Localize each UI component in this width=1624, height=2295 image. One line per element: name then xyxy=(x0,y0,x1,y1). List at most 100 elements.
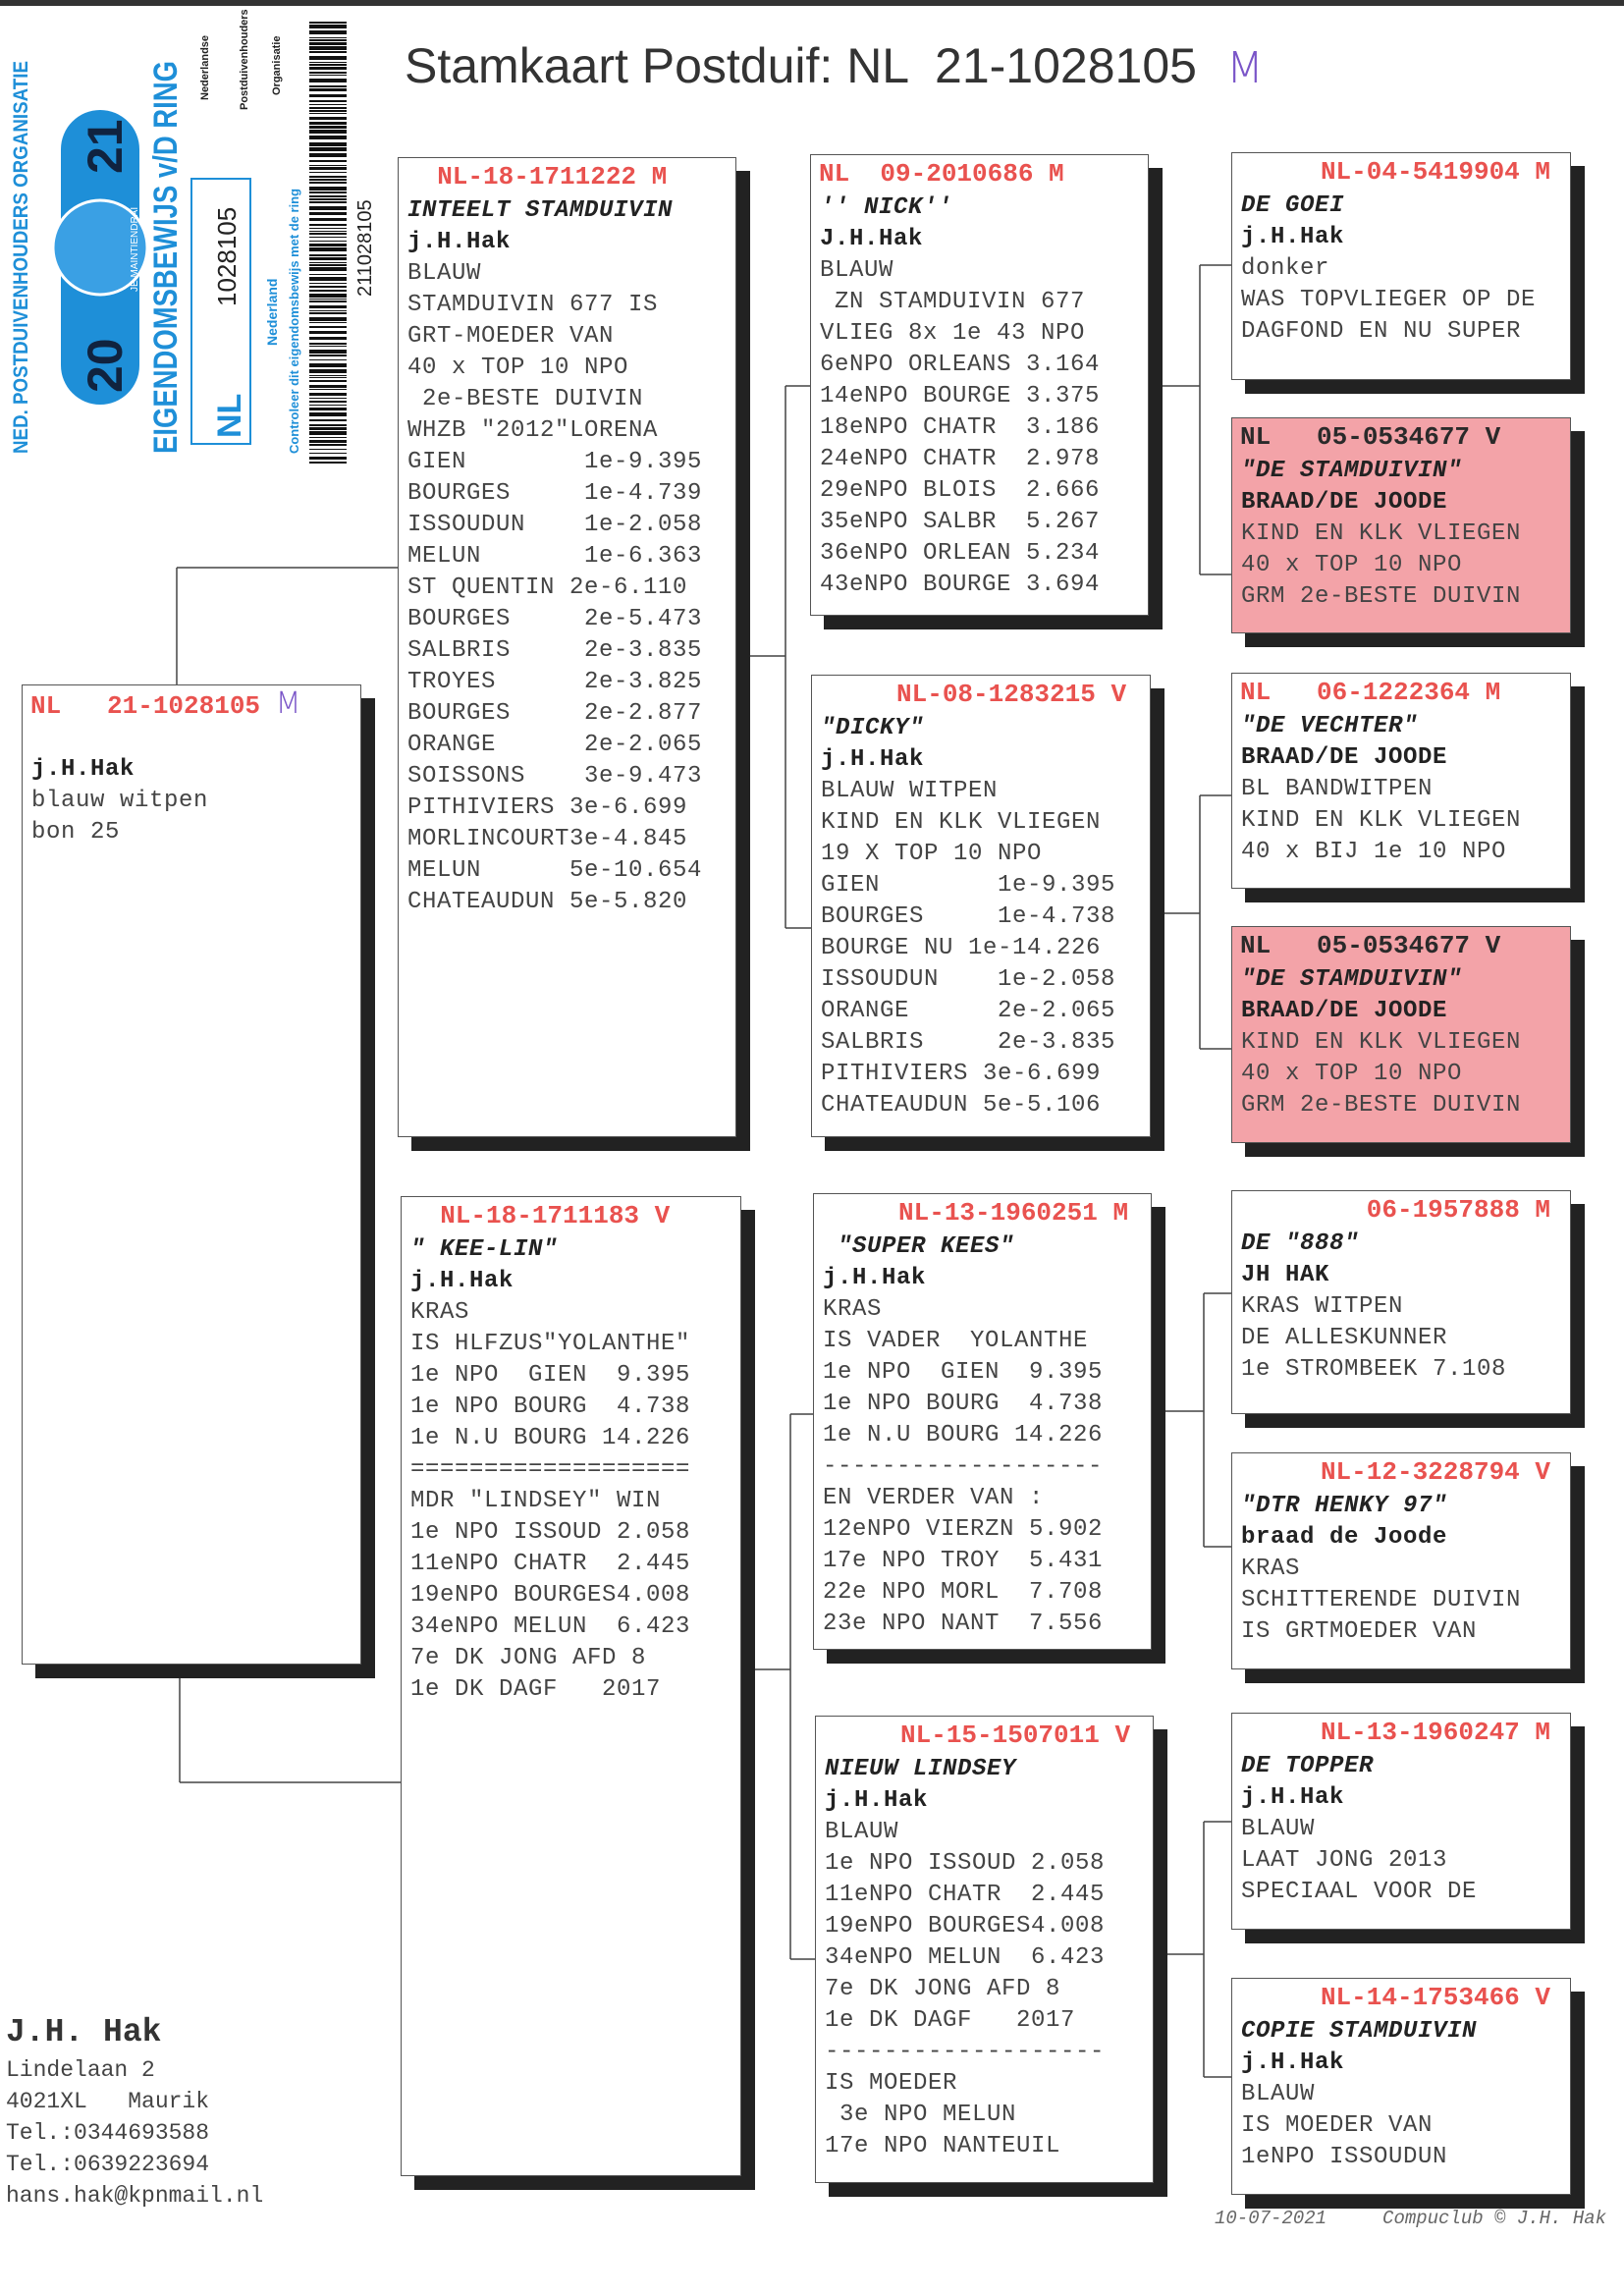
info-line: 40 x TOP 10 NPO xyxy=(407,355,629,381)
info-line: 22e NPO MORL 7.708 xyxy=(823,1579,1104,1606)
ring-number-header: NL-04-5419904 M xyxy=(1232,153,1570,191)
info-line: GRM 2e-BESTE DUIVIN xyxy=(1241,1092,1522,1119)
barcode-bar xyxy=(309,75,347,76)
npo-o: Organisatie xyxy=(271,35,283,95)
barcode-bar xyxy=(309,437,347,438)
pigeon-card-gp1: NL 09-2010686 M '' NICK'' J.H.Hak BLAUW ZN … xyxy=(810,154,1149,616)
info-line: KIND EN KLK VLIEGEN xyxy=(821,809,1102,836)
barcode-bar xyxy=(309,224,347,226)
barcode-bar xyxy=(309,424,347,426)
barcode-bar xyxy=(309,375,347,376)
info-line: 19eNPO BOURGES4.008 xyxy=(825,1913,1106,1940)
ring-number-header: 06-1957888 M xyxy=(1232,1191,1570,1229)
info-line: BLAUW xyxy=(407,260,482,287)
info-line: ORANGE 2e-2.065 xyxy=(821,998,1116,1024)
info-line: MELUN 5e-10.654 xyxy=(407,857,703,884)
info-line: PITHIVIERS 3e-6.699 xyxy=(821,1061,1102,1087)
barcode-bar xyxy=(309,88,347,91)
info-line: ZN STAMDUIVIN 677 xyxy=(820,289,1086,315)
barcode-bar xyxy=(309,42,347,45)
ring-number-header: NL-14-1753466 V xyxy=(1232,1979,1570,2016)
info-line: 18eNPO CHATR 3.186 xyxy=(820,414,1101,441)
owner-email[interactable]: hans.hak@kpnmail.nl xyxy=(6,2183,264,2209)
info-line: KRAS xyxy=(823,1296,883,1323)
barcode-bar xyxy=(309,305,347,308)
info-line: ISSOUDUN 1e-2.058 xyxy=(407,512,703,538)
info-line: 17e NPO TROY 5.431 xyxy=(823,1548,1104,1574)
info-line: GIEN 1e-9.395 xyxy=(407,449,703,475)
footer-credit: Compuclub © J.H. Hak xyxy=(1382,2208,1607,2229)
pigeon-card-ggp3: NL 06-1222364 M "DE VECHTER" BRAAD/DE JOOD… xyxy=(1231,673,1571,889)
ring-number: NL-15-1507011 V xyxy=(824,1721,1131,1750)
barcode-bar xyxy=(309,412,347,416)
breeder: j.H.Hak xyxy=(825,1787,929,1814)
ring-number-box xyxy=(190,178,251,445)
info-line: BOURGES 2e-2.877 xyxy=(407,700,703,727)
info-line: 40 x TOP 10 NPO xyxy=(1241,1061,1463,1087)
info-line: BLAUW WITPEN xyxy=(821,778,999,804)
info-line: 14eNPO BOURGE 3.375 xyxy=(820,383,1101,410)
breeder: J.H.Hak xyxy=(820,226,924,252)
barcode-bar xyxy=(309,355,347,356)
info-line: BLAUW xyxy=(1241,2081,1316,2107)
barcode-bar xyxy=(309,165,347,166)
info-line: 17e NPO NANTEUIL xyxy=(825,2133,1061,2159)
breeder: j.H.Hak xyxy=(407,229,512,255)
pigeon-name: "SUPER KEES" xyxy=(823,1233,1015,1260)
barcode-bar xyxy=(309,301,347,302)
info-line: 2e-BESTE DUIVIN xyxy=(407,386,644,412)
ring-number-header: NL-13-1960247 M xyxy=(1232,1714,1570,1751)
info-line: KIND EN KLK VLIEGEN xyxy=(1241,520,1522,547)
barcode-bar xyxy=(309,85,347,87)
barcode-bar xyxy=(309,290,347,292)
barcode-bar xyxy=(309,419,347,421)
ring-year-left: 20 xyxy=(78,338,133,393)
info-line: 40 x BIJ 1e 10 NPO xyxy=(1241,839,1507,865)
breeder: BRAAD/DE JOODE xyxy=(1241,489,1448,516)
pigeon-card-gp4: NL-15-1507011 V NIEUW LINDSEY j.H.Hak BLAUW… xyxy=(815,1716,1154,2183)
info-line: 12eNPO VIERZN 5.902 xyxy=(823,1516,1104,1543)
info-line: 1e NPO BOURG 4.738 xyxy=(823,1391,1104,1417)
info-line: GRT-MOEDER VAN xyxy=(407,323,615,350)
info-line: WHZB "2012"LORENA xyxy=(407,417,659,444)
barcode-bar xyxy=(309,369,347,373)
ring-slogan: JE MAINTIENDRAI xyxy=(130,207,140,292)
barcode-bar xyxy=(309,389,347,390)
barcode-bar xyxy=(309,462,347,464)
info-line: BLAUW xyxy=(820,257,894,284)
barcode-bar xyxy=(309,191,347,193)
barcode-bar xyxy=(309,56,347,60)
breeder: BRAAD/DE JOODE xyxy=(1241,998,1448,1024)
pigeon-name: " KEE-LIN" xyxy=(410,1236,559,1263)
barcode-bar xyxy=(309,427,347,430)
barcode-bar xyxy=(309,326,347,328)
breeder: JH HAK xyxy=(1241,1262,1330,1288)
info-line: ------------------- xyxy=(823,1453,1104,1480)
title-text: Stamkaart Postduif: NL 21-1028105 xyxy=(405,38,1197,93)
barcode-bar xyxy=(309,94,347,97)
pigeon-card-ggp4: NL 05-0534677 V "DE STAMDUIVIN" BRAAD/DE J… xyxy=(1231,926,1571,1143)
ring-number-header: NL-15-1507011 V xyxy=(816,1717,1153,1754)
barcode-bar xyxy=(309,393,347,396)
barcode-bar xyxy=(309,440,347,443)
ring-number: NL-08-1283215 V xyxy=(820,680,1127,709)
pigeon-card-ggp2: NL 05-0534677 V "DE STAMDUIVIN" BRAAD/DE J… xyxy=(1231,417,1571,633)
barcode-bar xyxy=(309,136,347,139)
owner-name: J.H. Hak xyxy=(6,2014,162,2050)
barcode-bar xyxy=(309,46,347,50)
breeder: j.H.Hak xyxy=(823,1265,927,1291)
owner-phone-2: Tel.:0639223694 xyxy=(6,2152,210,2177)
barcode-bar xyxy=(309,231,347,232)
ring-number: NL-18-1711183 V xyxy=(409,1201,671,1230)
info-line: 7e DK JONG AFD 8 xyxy=(410,1645,647,1671)
barcode-bar xyxy=(309,237,347,238)
barcode-bar xyxy=(309,264,347,266)
info-line: ISSOUDUN 1e-2.058 xyxy=(821,966,1116,993)
barcode-bar xyxy=(309,322,347,323)
barcode-bar xyxy=(309,187,347,191)
barcode-bar xyxy=(309,206,347,210)
barcode-bar xyxy=(309,385,347,388)
ring-number-header: NL 06-1222364 M xyxy=(1232,674,1570,711)
